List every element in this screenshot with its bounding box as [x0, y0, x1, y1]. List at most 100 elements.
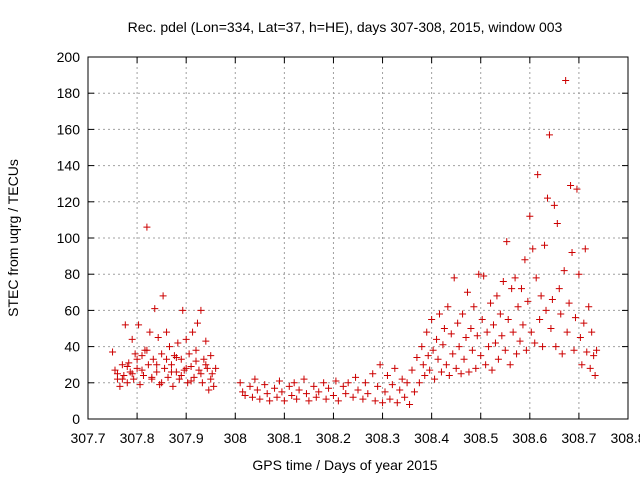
tick-labels: 307.7 307.8 307.9 308 308.1 308.2 308.3 308.4 30…: [57, 49, 640, 446]
data-point: [514, 303, 522, 311]
data-point: [570, 346, 578, 354]
y-tick-label: 20: [64, 375, 80, 391]
data-point: [396, 386, 404, 394]
data-point: [198, 379, 206, 387]
data-point: [285, 382, 293, 390]
data-point: [565, 299, 573, 307]
data-point: [195, 366, 203, 374]
data-point: [163, 355, 171, 363]
data-point: [408, 366, 416, 374]
data-point: [349, 393, 357, 401]
data-point: [256, 395, 264, 403]
data-point: [300, 375, 308, 383]
data-point: [586, 364, 594, 372]
x-tick-label: 308.3: [365, 430, 400, 446]
data-point: [322, 395, 330, 403]
data-point: [391, 364, 399, 372]
data-point: [488, 366, 496, 374]
data-point: [182, 364, 190, 372]
data-point: [588, 328, 596, 336]
x-tick-label: 308.7: [561, 430, 596, 446]
data-point: [325, 384, 333, 392]
data-point: [202, 361, 210, 369]
data-point: [419, 361, 427, 369]
data-point: [197, 306, 205, 314]
data-point: [532, 274, 540, 282]
data-point: [182, 335, 190, 343]
y-tick-label: 0: [72, 411, 80, 427]
data-point: [467, 325, 475, 332]
data-point: [526, 212, 534, 220]
data-point: [354, 386, 362, 394]
data-point: [491, 339, 499, 347]
data-point: [534, 171, 542, 179]
x-tick-label: 307.7: [70, 430, 105, 446]
data-point: [494, 355, 502, 363]
data-point: [143, 346, 151, 354]
data-point: [248, 393, 256, 401]
data-point: [111, 366, 119, 374]
x-tick-label: 308.8: [610, 430, 640, 446]
data-point: [552, 343, 560, 351]
data-point: [293, 395, 301, 403]
data-point: [433, 335, 441, 343]
data-point: [499, 277, 507, 285]
y-tick-label: 180: [57, 85, 81, 101]
data-point: [478, 315, 486, 323]
data-point: [174, 339, 182, 347]
data-point: [435, 310, 443, 318]
data-point: [154, 334, 162, 342]
data-point: [537, 292, 545, 300]
data-point: [207, 352, 215, 360]
data-point: [208, 370, 216, 378]
data-point: [118, 375, 126, 383]
data-point: [585, 303, 593, 311]
chart-title: Rec. pdel (Lon=334, Lat=37, h=HE), days …: [128, 19, 563, 35]
x-tick-label: 308.1: [267, 430, 302, 446]
data-point: [580, 319, 588, 327]
data-point: [167, 368, 175, 376]
data-point: [278, 388, 286, 396]
data-point: [273, 393, 281, 401]
plot-frame: [87, 56, 629, 420]
data-point: [545, 131, 553, 139]
data-point: [315, 388, 323, 396]
data-point: [590, 352, 598, 360]
data-point: [310, 382, 318, 390]
data-point: [169, 382, 177, 390]
data-point: [116, 382, 124, 390]
data-point: [522, 346, 530, 354]
data-point: [489, 321, 497, 329]
data-point: [470, 303, 478, 311]
data-point: [562, 77, 570, 85]
data-point: [583, 348, 591, 356]
data-point: [465, 368, 473, 376]
data-point: [334, 397, 342, 405]
data-point: [447, 330, 455, 338]
data-point: [503, 238, 511, 246]
data-point: [329, 391, 337, 399]
data-point: [189, 328, 197, 336]
data-point: [200, 355, 208, 363]
data-point: [179, 306, 187, 314]
data-point: [509, 328, 517, 336]
data-point: [511, 274, 519, 282]
data-point: [135, 321, 143, 329]
data-point: [133, 364, 141, 372]
x-axis-label: GPS time / Days of year 2015: [252, 457, 437, 473]
data-point: [410, 388, 418, 396]
data-point: [445, 372, 453, 380]
data-point: [131, 350, 139, 358]
data-point: [253, 386, 261, 394]
data-point: [165, 343, 173, 351]
data-point: [192, 357, 200, 365]
data-point: [128, 335, 136, 343]
data-point: [482, 361, 490, 369]
data-point: [442, 361, 450, 369]
x-tick-label: 307.8: [120, 430, 155, 446]
data-point: [426, 366, 434, 374]
data-point: [543, 194, 551, 202]
data-point: [398, 375, 406, 383]
